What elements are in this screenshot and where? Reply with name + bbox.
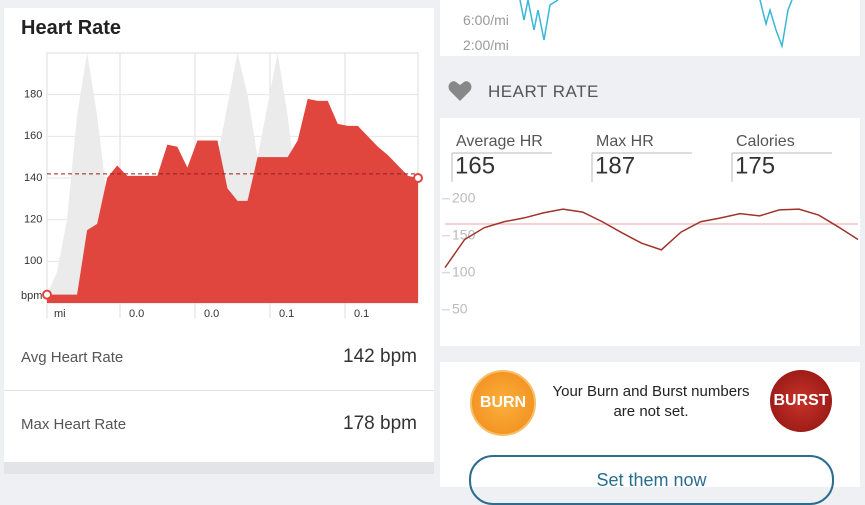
- end-point: [413, 173, 423, 183]
- y-tick-label: 50: [452, 301, 468, 317]
- section-title: HEART RATE: [488, 82, 599, 101]
- x-tick-label: 0.1: [279, 308, 294, 320]
- stat-label: Average HR: [456, 133, 543, 150]
- heart-icon: [448, 81, 472, 101]
- stat-value: 165: [455, 152, 495, 179]
- y-tick-label: 180: [24, 89, 42, 101]
- pace-chart: [519, 0, 793, 49]
- stat-value: 187: [595, 152, 635, 179]
- pace-tick: 6:00/mi: [463, 12, 509, 28]
- stat-label: Avg Heart Rate: [21, 349, 124, 366]
- divider: [4, 390, 434, 391]
- y-tick-label: 100: [24, 255, 42, 267]
- set-button[interactable]: Set them now: [469, 455, 834, 505]
- stat-value: 178 bpm: [343, 413, 417, 434]
- hr-line-chart: Average HR 165 Max HR 187 Calories 175 200 150 1…: [442, 133, 859, 317]
- y-tick-label: 150: [452, 227, 476, 243]
- burst-icon: BURST: [770, 370, 832, 432]
- separator: [4, 462, 434, 474]
- x-tick-label: 0.0: [129, 308, 144, 320]
- message: Your Burn and Burst numbers are not set.: [552, 383, 750, 420]
- x-tick-label: 0.1: [354, 308, 369, 320]
- hr-line: [444, 208, 859, 269]
- stat-label: Max HR: [596, 133, 654, 150]
- burn-icon: BURN: [470, 370, 536, 436]
- stat-value: 142 bpm: [343, 346, 417, 367]
- title: Heart Rate: [21, 17, 122, 39]
- pace-line: [519, 0, 793, 49]
- stat-label: Max Heart Rate: [21, 416, 127, 433]
- end-point: [42, 289, 52, 300]
- hr-card: [440, 118, 860, 346]
- y-tick-label: 200: [452, 190, 476, 206]
- y-tick-label: 160: [24, 130, 42, 142]
- y-unit: bpm: [21, 290, 42, 302]
- pace-card: [440, 0, 860, 56]
- area: [47, 98, 418, 303]
- y-tick-label: 140: [24, 172, 42, 184]
- screen: Heart Rate 100 120 140 160 180 bpm mi 0.0 0.0 0.1…: [4, 0, 860, 505]
- stat-label: Calories: [736, 133, 795, 150]
- x-tick-label: mi: [54, 308, 66, 320]
- y-tick-label: 120: [24, 214, 42, 226]
- pace-tick: 2:00/mi: [463, 37, 509, 53]
- y-tick-label: 100: [452, 264, 476, 280]
- stat-value: 175: [735, 152, 775, 179]
- x-tick-label: 0.0: [204, 308, 219, 320]
